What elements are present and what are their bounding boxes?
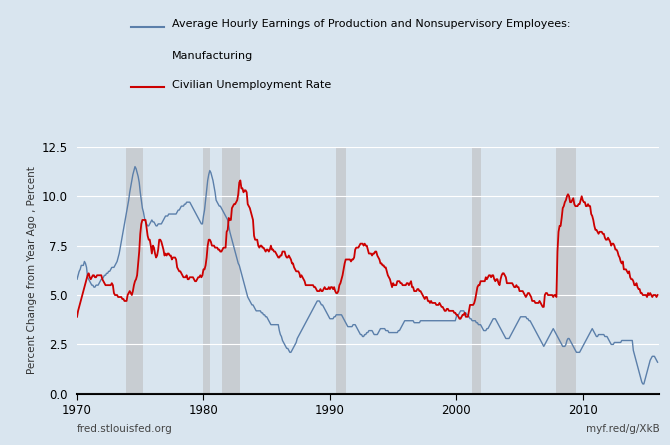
Text: myf.red/g/XkB: myf.red/g/XkB	[586, 424, 660, 434]
Text: Civilian Unemployment Rate: Civilian Unemployment Rate	[172, 80, 332, 89]
Bar	[336, 147, 346, 394]
Text: fred.stlouisfed.org: fred.stlouisfed.org	[77, 424, 173, 434]
Y-axis label: Percent Change from Year Ago , Percent: Percent Change from Year Ago , Percent	[27, 166, 37, 374]
Bar	[556, 147, 576, 394]
Bar	[472, 147, 480, 394]
Text: Average Hourly Earnings of Production and Nonsupervisory Employees:: Average Hourly Earnings of Production an…	[172, 20, 571, 29]
Bar	[125, 147, 143, 394]
Text: Manufacturing: Manufacturing	[172, 51, 253, 61]
Bar	[204, 147, 210, 394]
Bar	[222, 147, 241, 394]
